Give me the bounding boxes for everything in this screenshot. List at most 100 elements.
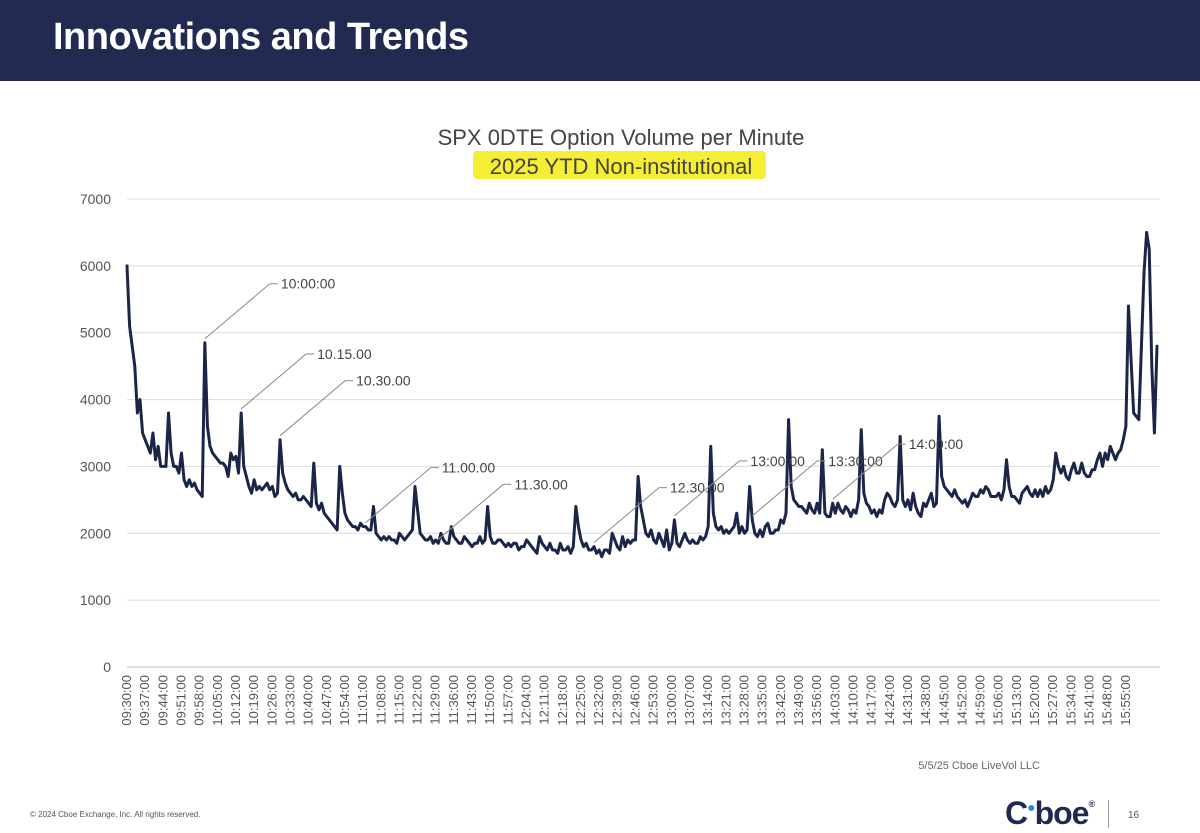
x-tick-label: 10:05:00 <box>210 675 225 726</box>
x-tick-label: 12:53:00 <box>646 675 661 726</box>
x-tick-label: 13:21:00 <box>718 675 733 726</box>
x-tick-label: 11:01:00 <box>355 675 370 725</box>
annotation-leader <box>593 487 660 544</box>
x-tick-label: 11:08:00 <box>373 675 388 725</box>
annotation-leader <box>438 483 504 540</box>
x-tick-label: 13:56:00 <box>809 675 824 726</box>
annotation-leader <box>279 380 346 437</box>
x-tick-label: 13:28:00 <box>736 675 751 726</box>
y-axis-ticks: 7000 6000 5000 4000 3000 2000 1000 0 <box>80 191 111 675</box>
logo-dot-icon: ● <box>1027 799 1036 815</box>
annotation-leader <box>365 467 432 523</box>
x-tick-label: 10:40:00 <box>301 675 316 726</box>
x-tick-label: 14:52:00 <box>954 675 969 726</box>
y-tick-label: 0 <box>103 659 111 675</box>
y-tick-label: 5000 <box>80 325 111 341</box>
x-tick-label: 11:43:00 <box>464 675 479 725</box>
x-tick-label: 15:48:00 <box>1100 675 1115 726</box>
annotation-label: 11.00.00 <box>442 460 496 476</box>
x-tick-label: 11:15:00 <box>391 675 406 725</box>
series-line <box>125 230 1159 559</box>
x-axis-ticks: 09:30:00 09:37:00 09:44:00 09:51:00 09:58:00… <box>119 675 1133 726</box>
y-tick-label: 7000 <box>80 191 111 207</box>
annotations: 10:00:00 10.15.00 10.30.00 11.00.00 11.30.00… <box>204 276 964 544</box>
chart-title: SPX 0DTE Option Volume per Minute <box>438 125 805 150</box>
x-tick-label: 10:54:00 <box>337 675 352 726</box>
logo-c: C <box>1005 795 1028 831</box>
x-tick-label: 11:22:00 <box>410 675 425 725</box>
x-tick-label: 10:26:00 <box>264 675 279 726</box>
x-tick-label: 10:19:00 <box>246 675 261 726</box>
x-tick-label: 14:31:00 <box>900 675 915 726</box>
x-tick-label: 12:25:00 <box>573 675 588 726</box>
x-tick-label: 10:33:00 <box>282 675 297 726</box>
slide-title: Innovations and Trends <box>53 16 469 58</box>
x-tick-label: 13:07:00 <box>682 675 697 726</box>
source-note: 5/5/25 Cboe LiveVol LLC <box>918 760 1040 772</box>
annotation-label: 10.15.00 <box>317 346 372 362</box>
footer-divider <box>1108 800 1109 828</box>
cboe-logo: C●boe® <box>1005 795 1095 832</box>
y-tick-label: 4000 <box>80 392 111 408</box>
annotation-label: 12.30.00 <box>670 480 725 496</box>
logo-registered: ® <box>1088 799 1095 809</box>
x-tick-label: 15:13:00 <box>1009 675 1024 726</box>
x-tick-label: 13:14:00 <box>700 675 715 726</box>
x-tick-label: 13:42:00 <box>773 675 788 726</box>
x-tick-label: 13:00:00 <box>664 675 679 726</box>
x-tick-label: 15:55:00 <box>1118 675 1133 726</box>
x-tick-label: 11:57:00 <box>500 675 515 725</box>
chart-subtitle: 2025 YTD Non-institutional <box>490 154 753 179</box>
x-tick-label: 14:45:00 <box>936 675 951 726</box>
x-tick-label: 11:50:00 <box>482 675 497 725</box>
header-bar: Innovations and Trends <box>0 0 1200 81</box>
copyright-text: © 2024 Cboe Exchange, Inc. All rights re… <box>30 810 201 819</box>
annotation-label: 11.30.00 <box>514 476 568 492</box>
chart: SPX 0DTE Option Volume per Minute 2025 Y… <box>80 125 1160 772</box>
x-tick-label: 15:27:00 <box>1045 675 1060 726</box>
annotation-label: 14:00:00 <box>909 436 964 452</box>
annotation-label: 10.30.00 <box>356 373 411 389</box>
annotation-leader <box>751 460 818 517</box>
x-tick-label: 12:11:00 <box>537 675 552 725</box>
y-tick-label: 3000 <box>80 458 111 474</box>
annotation-leader <box>832 443 899 500</box>
annotation-leader <box>674 460 740 517</box>
x-tick-label: 14:24:00 <box>882 675 897 726</box>
x-tick-label: 12:46:00 <box>628 675 643 726</box>
x-tick-label: 12:04:00 <box>519 675 534 726</box>
y-tick-label: 6000 <box>80 258 111 274</box>
x-tick-label: 09:58:00 <box>192 675 207 726</box>
x-tick-label: 14:17:00 <box>864 675 879 726</box>
annotation-label: 13:30:00 <box>828 453 883 469</box>
x-tick-label: 14:38:00 <box>918 675 933 726</box>
page-number: 16 <box>1128 810 1140 821</box>
x-tick-label: 15:34:00 <box>1063 675 1078 726</box>
x-tick-label: 11:36:00 <box>446 675 461 725</box>
x-tick-label: 13:35:00 <box>755 675 770 726</box>
x-tick-label: 14:10:00 <box>845 675 860 726</box>
x-tick-label: 09:30:00 <box>119 675 134 726</box>
series-group <box>125 230 1159 559</box>
subtitle-highlight <box>473 151 766 179</box>
x-tick-label: 13:49:00 <box>791 675 806 726</box>
x-tick-label: 12:39:00 <box>609 675 624 726</box>
annotation-label: 13:00:00 <box>750 453 805 469</box>
x-tick-label: 09:44:00 <box>155 675 170 726</box>
x-tick-label: 15:06:00 <box>991 675 1006 726</box>
y-tick-label: 1000 <box>80 592 111 608</box>
logo-rest: boe <box>1034 795 1090 831</box>
y-tick-label: 2000 <box>80 525 111 541</box>
x-tick-label: 09:51:00 <box>173 675 188 726</box>
annotation-leader <box>204 283 271 340</box>
x-tick-label: 14:59:00 <box>973 675 988 726</box>
x-tick-label: 15:41:00 <box>1082 675 1097 726</box>
annotation-label: 10:00:00 <box>281 276 336 292</box>
x-tick-label: 10:47:00 <box>319 675 334 726</box>
annotation-leader <box>240 353 307 410</box>
x-tick-label: 09:37:00 <box>137 675 152 726</box>
x-tick-label: 14:03:00 <box>827 675 842 726</box>
x-tick-label: 15:20:00 <box>1027 675 1042 726</box>
gridlines <box>127 198 1160 668</box>
x-tick-label: 12:18:00 <box>555 675 570 726</box>
